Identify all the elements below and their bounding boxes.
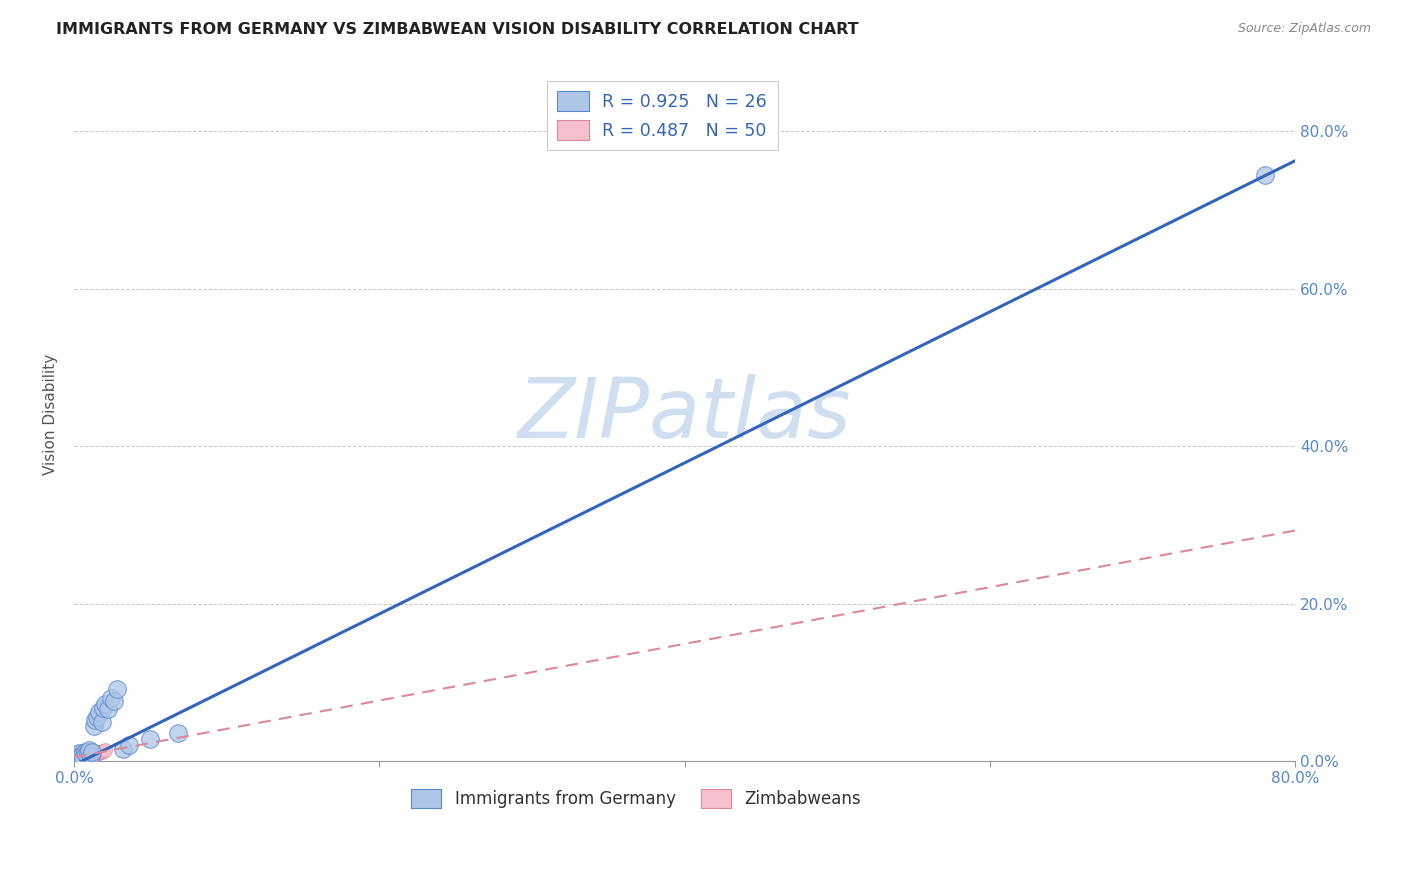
Point bbox=[103, 694, 125, 708]
Point bbox=[69, 747, 91, 761]
Point bbox=[86, 745, 108, 759]
Point bbox=[70, 750, 93, 764]
Point bbox=[73, 747, 96, 762]
Point bbox=[66, 746, 89, 760]
Point bbox=[97, 702, 120, 716]
Point bbox=[69, 748, 91, 763]
Point bbox=[80, 748, 103, 763]
Point bbox=[105, 681, 128, 696]
Point bbox=[75, 747, 97, 761]
Point bbox=[70, 747, 93, 762]
Point bbox=[72, 747, 94, 762]
Point bbox=[84, 745, 107, 759]
Point bbox=[65, 747, 87, 762]
Point bbox=[76, 749, 98, 764]
Point bbox=[66, 748, 89, 763]
Point bbox=[83, 746, 105, 760]
Point bbox=[73, 745, 96, 759]
Point bbox=[65, 746, 87, 760]
Point bbox=[111, 742, 134, 756]
Point bbox=[67, 746, 90, 760]
Point bbox=[89, 746, 111, 760]
Point bbox=[90, 745, 112, 759]
Point bbox=[75, 749, 97, 764]
Point bbox=[72, 744, 94, 758]
Point bbox=[82, 745, 104, 759]
Point bbox=[79, 748, 101, 763]
Point bbox=[139, 732, 162, 747]
Point bbox=[76, 747, 98, 761]
Point bbox=[93, 698, 115, 712]
Point bbox=[84, 747, 107, 762]
Point bbox=[69, 750, 91, 764]
Point bbox=[69, 749, 91, 764]
Point bbox=[86, 747, 108, 761]
Point bbox=[75, 747, 97, 761]
Point bbox=[1254, 168, 1277, 182]
Point bbox=[66, 750, 89, 764]
Point bbox=[80, 744, 103, 758]
Point bbox=[76, 746, 98, 760]
Point bbox=[82, 748, 104, 763]
Point bbox=[86, 710, 108, 724]
Point bbox=[80, 746, 103, 760]
Point bbox=[73, 746, 96, 760]
Point bbox=[70, 747, 93, 761]
Point bbox=[87, 746, 110, 760]
Point bbox=[66, 747, 89, 761]
Point bbox=[100, 691, 122, 706]
Point bbox=[82, 746, 104, 760]
Point bbox=[67, 747, 90, 761]
Point bbox=[70, 745, 93, 759]
Point bbox=[67, 750, 90, 764]
Text: ZIPatlas: ZIPatlas bbox=[517, 375, 852, 455]
Point bbox=[91, 744, 114, 758]
Point bbox=[76, 745, 98, 759]
Point bbox=[167, 725, 190, 739]
Point bbox=[72, 751, 94, 765]
Point bbox=[83, 719, 105, 733]
Point bbox=[65, 749, 87, 764]
Point bbox=[83, 747, 105, 762]
Point bbox=[118, 739, 141, 753]
Point bbox=[79, 743, 101, 757]
Text: Source: ZipAtlas.com: Source: ZipAtlas.com bbox=[1237, 22, 1371, 36]
Point bbox=[69, 745, 91, 759]
Legend: Immigrants from Germany, Zimbabweans: Immigrants from Germany, Zimbabweans bbox=[405, 782, 868, 815]
Point bbox=[79, 746, 101, 760]
Text: IMMIGRANTS FROM GERMANY VS ZIMBABWEAN VISION DISABILITY CORRELATION CHART: IMMIGRANTS FROM GERMANY VS ZIMBABWEAN VI… bbox=[56, 22, 859, 37]
Point bbox=[80, 748, 103, 763]
Point bbox=[93, 743, 115, 757]
Point bbox=[75, 745, 97, 759]
Point bbox=[72, 749, 94, 764]
Point bbox=[87, 706, 110, 720]
Point bbox=[84, 713, 107, 727]
Point bbox=[67, 748, 90, 763]
Y-axis label: Vision Disability: Vision Disability bbox=[44, 354, 58, 475]
Point bbox=[67, 746, 90, 760]
Point bbox=[70, 748, 93, 763]
Point bbox=[72, 746, 94, 760]
Point bbox=[73, 749, 96, 764]
Point bbox=[90, 714, 112, 729]
Point bbox=[91, 700, 114, 714]
